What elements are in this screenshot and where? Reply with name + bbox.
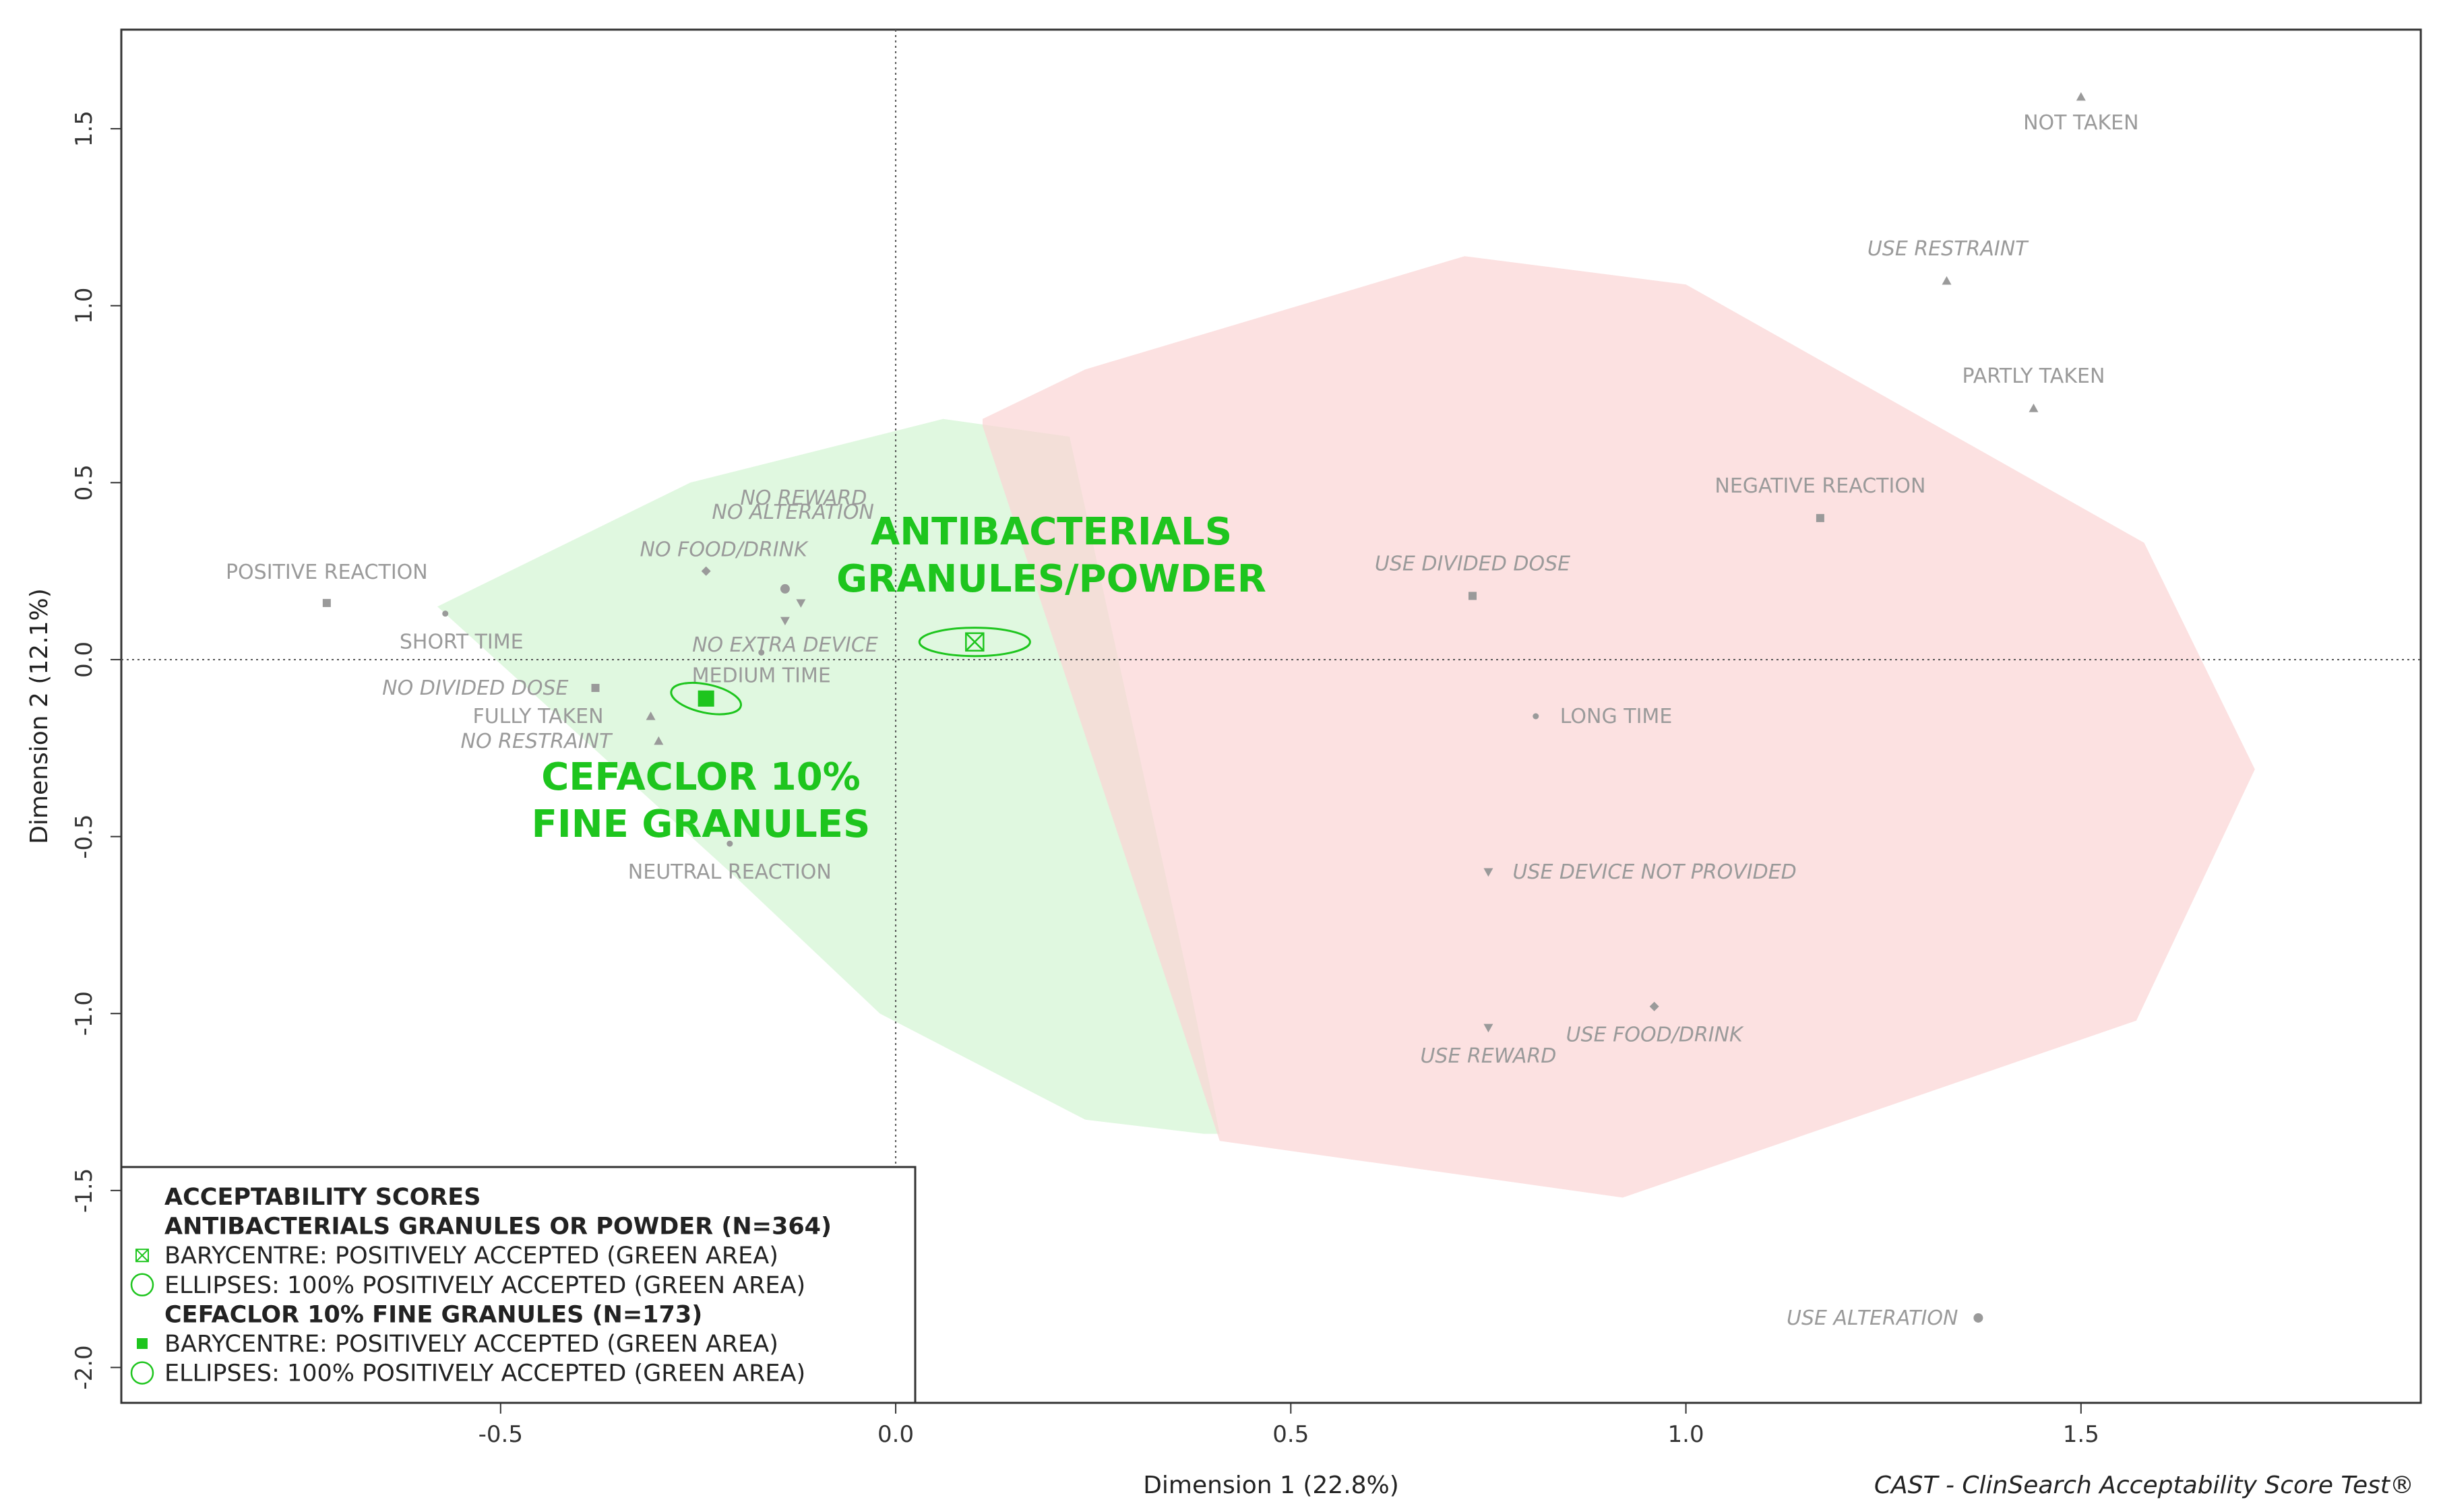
x-axis-title: Dimension 1 (22.8%) bbox=[1143, 1472, 1399, 1499]
use-food-drink-label: USE FOOD/DRINK bbox=[1566, 1023, 1744, 1047]
x-tick-label: 0.0 bbox=[877, 1421, 914, 1448]
not-taken-marker bbox=[2076, 92, 2086, 101]
no-alteration-marker bbox=[780, 584, 790, 594]
x-axis-ticks: -0.5 0.0 0.5 1.0 1.5 bbox=[478, 1403, 2099, 1448]
partly-taken-label: PARTLY TAKEN bbox=[1963, 365, 2105, 388]
negative-reaction-label: NEGATIVE REACTION bbox=[1714, 474, 1925, 498]
negatively-accepted-area bbox=[983, 256, 2255, 1198]
x-tick-label: 0.5 bbox=[1272, 1421, 1309, 1448]
legend-item-text: BARYCENTRE: POSITIVELY ACCEPTED (GREEN A… bbox=[164, 1242, 778, 1269]
legend-barycentre-symbol bbox=[135, 1249, 149, 1263]
use-device-not-provided-marker bbox=[1483, 868, 1493, 877]
medium-time-marker bbox=[758, 649, 765, 656]
no-reward-label: NO REWARD bbox=[740, 486, 867, 510]
use-alteration-marker bbox=[1973, 1313, 1983, 1323]
negative-reaction-marker bbox=[1816, 513, 1824, 522]
use-restraint-marker bbox=[1942, 276, 1952, 285]
no-extra-device-marker bbox=[780, 617, 790, 626]
y-tick-label: -0.5 bbox=[71, 814, 98, 858]
data-points: NOT TAKEN USE RESTRAINT PARTLY TAKEN NEGATI… bbox=[226, 92, 2139, 1330]
y-tick-label: 0.0 bbox=[71, 641, 98, 678]
no-restraint-label: NO RESTRAINT bbox=[461, 730, 613, 753]
legend-ellipse-symbol bbox=[130, 1361, 154, 1385]
no-food-drink-label: NO FOOD/DRINK bbox=[640, 538, 809, 562]
y-tick-label: -1.5 bbox=[71, 1168, 98, 1213]
y-axis-ticks: -2.0 -1.5 -1.0 -0.5 0.0 0.5 1.0 1.5 bbox=[71, 111, 121, 1390]
partly-taken-marker bbox=[2029, 404, 2039, 412]
y-tick-label: -2.0 bbox=[71, 1345, 98, 1389]
no-divided-dose-marker bbox=[591, 683, 600, 692]
cefaclor-10-fine-granules-barycentre bbox=[698, 690, 714, 707]
short-time-label: SHORT TIME bbox=[400, 631, 524, 654]
legend-heading: CEFACLOR 10% FINE GRANULES (N=173) bbox=[164, 1301, 702, 1328]
medium-time-label: MEDIUM TIME bbox=[692, 664, 831, 687]
x-tick-label: 1.5 bbox=[2063, 1421, 2099, 1448]
legend-barycentre-symbol bbox=[137, 1338, 148, 1349]
legend-heading: ANTIBACTERIALS GRANULES OR POWDER (N=364… bbox=[164, 1214, 832, 1240]
y-tick-label: 0.5 bbox=[71, 464, 98, 501]
plot-frame bbox=[120, 28, 2422, 1404]
no-divided-dose-label: NO DIVIDED DOSE bbox=[382, 676, 568, 700]
use-reward-marker bbox=[1483, 1023, 1493, 1033]
no-reward-marker bbox=[796, 599, 806, 608]
neutral-reaction-marker bbox=[727, 840, 733, 847]
cefaclor-10-fine-granules-label-line: CEFACLOR 10% bbox=[541, 755, 861, 799]
y-tick-label: 1.0 bbox=[71, 288, 98, 324]
use-device-not-provided-label: USE DEVICE NOT PROVIDED bbox=[1512, 860, 1796, 884]
y-tick-label: 1.5 bbox=[71, 111, 98, 147]
cefaclor-10-fine-granules-ellipse bbox=[670, 681, 742, 716]
fully-taken-marker bbox=[646, 712, 656, 720]
positive-reaction-marker bbox=[322, 598, 331, 607]
long-time-label: LONG TIME bbox=[1560, 705, 1673, 728]
use-divided-dose-marker bbox=[1468, 592, 1477, 600]
x-tick-label: -0.5 bbox=[478, 1421, 523, 1448]
legend-box bbox=[120, 1166, 917, 1404]
use-restraint-label: USE RESTRAINT bbox=[1867, 237, 2029, 261]
antibacterials-granules-powder-barycentre-cross bbox=[965, 632, 985, 652]
no-alteration-label: NO ALTERATION bbox=[712, 501, 873, 524]
antibacterials-granules-powder-label-line: GRANULES/POWDER bbox=[836, 557, 1266, 601]
legend-barycentre-cross bbox=[135, 1249, 149, 1262]
acceptability-areas bbox=[437, 256, 2255, 1198]
chart-caption: CAST - ClinSearch Acceptability Score Te… bbox=[1874, 1472, 2414, 1499]
long-time-marker bbox=[1533, 713, 1539, 720]
short-time-marker bbox=[442, 610, 449, 617]
y-tick-label: -1.0 bbox=[71, 991, 98, 1036]
no-restraint-marker bbox=[654, 736, 664, 745]
legend: ACCEPTABILITY SCORES ANTIBACTERIALS GRANU… bbox=[120, 1166, 917, 1404]
antibacterials-granules-powder-ellipse bbox=[918, 627, 1031, 658]
positively-accepted-area bbox=[437, 418, 1220, 1134]
antibacterials-granules-powder-barycentre bbox=[965, 632, 985, 652]
use-divided-dose-label: USE DIVIDED DOSE bbox=[1375, 552, 1570, 575]
legend-item-text: BARYCENTRE: POSITIVELY ACCEPTED (GREEN A… bbox=[164, 1331, 778, 1358]
use-reward-label: USE REWARD bbox=[1420, 1044, 1556, 1068]
use-food-drink-marker bbox=[1649, 1001, 1659, 1011]
no-food-drink-marker bbox=[701, 566, 711, 576]
positive-reaction-label: POSITIVE REACTION bbox=[226, 561, 428, 584]
legend-ellipse-symbol bbox=[130, 1273, 154, 1297]
x-tick-label: 1.0 bbox=[1668, 1421, 1704, 1448]
not-taken-label: NOT TAKEN bbox=[2023, 111, 2139, 135]
use-alteration-label: USE ALTERATION bbox=[1787, 1306, 1958, 1330]
fully-taken-label: FULLY TAKEN bbox=[472, 705, 603, 728]
legend-item-text: ELLIPSES: 100% POSITIVELY ACCEPTED (GREE… bbox=[164, 1360, 805, 1387]
legend-title: ACCEPTABILITY SCORES bbox=[164, 1184, 481, 1211]
antibacterials-granules-powder-label-line: ANTIBACTERIALS bbox=[871, 510, 1232, 554]
no-extra-device-label: NO EXTRA DEVICE bbox=[692, 633, 878, 657]
y-axis-title: Dimension 2 (12.1%) bbox=[26, 588, 53, 844]
neutral-reaction-label: NEUTRAL REACTION bbox=[628, 860, 832, 884]
legend-item-text: ELLIPSES: 100% POSITIVELY ACCEPTED (GREE… bbox=[164, 1272, 805, 1299]
cefaclor-10-fine-granules-label-line: FINE GRANULES bbox=[532, 802, 871, 846]
